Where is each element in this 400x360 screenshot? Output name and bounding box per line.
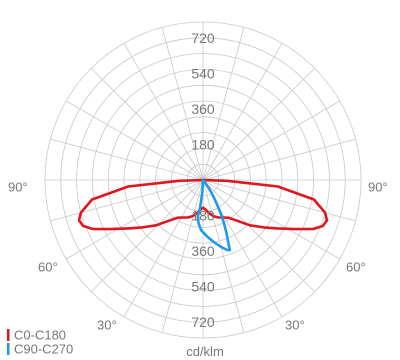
- series-curve-c0-c180: [77, 178, 329, 231]
- radial-tick-label: 540: [191, 65, 215, 81]
- grid-spoke: [202, 138, 356, 181]
- angle-label-30-left: 30°: [97, 318, 117, 333]
- radial-tick-label: 720: [191, 30, 215, 46]
- grid-spoke: [90, 67, 204, 181]
- series-curve-c90-c270: [196, 178, 232, 252]
- grid-spoke: [202, 179, 245, 333]
- grid-spoke: [202, 42, 283, 181]
- curves: [77, 178, 329, 252]
- legend-label-c90-c270: C90-C270: [14, 342, 73, 357]
- grid-spoke: [161, 27, 204, 181]
- grid-spoke: [202, 100, 341, 181]
- angle-labels: 90° 90° 60° 60° 30° 30°: [8, 180, 388, 333]
- polar-grid: [44, 21, 362, 339]
- grid-spoke: [50, 138, 204, 181]
- radial-tick-label: 360: [191, 243, 215, 259]
- grid-spoke: [202, 179, 341, 260]
- radial-tick-label: 720: [191, 314, 215, 330]
- radial-tick-label: 360: [191, 101, 215, 117]
- grid-spoke: [90, 179, 204, 293]
- angle-label-90-right: 90°: [368, 180, 388, 195]
- grid-spoke: [202, 179, 316, 293]
- grid-spoke: [202, 67, 316, 181]
- grid-spoke: [65, 179, 204, 260]
- grid-spoke: [50, 179, 204, 222]
- grid-spoke: [202, 27, 245, 181]
- unit-label: cd/klm: [186, 344, 224, 359]
- legend-swatch-c90-c270: [7, 343, 10, 355]
- radial-tick-label: 540: [191, 279, 215, 295]
- legend: C0-C180 C90-C270: [7, 328, 73, 357]
- angle-label-60-right: 60°: [346, 260, 366, 275]
- angle-label-30-right: 30°: [285, 318, 305, 333]
- grid-spoke: [202, 179, 356, 222]
- radial-labels: 180 360 540 720 180 360 540 720: [191, 30, 215, 330]
- grid-spoke: [123, 42, 204, 181]
- angle-label-90-left: 90°: [8, 180, 28, 195]
- radial-tick-label: 180: [191, 208, 215, 224]
- grid-spoke: [123, 179, 204, 318]
- grid-spoke: [65, 100, 204, 181]
- legend-swatch-c0-c180: [7, 329, 10, 341]
- radial-tick-label: 180: [191, 136, 215, 152]
- angle-label-60-left: 60°: [38, 260, 58, 275]
- grid-spoke: [161, 179, 204, 333]
- legend-label-c0-c180: C0-C180: [14, 328, 66, 343]
